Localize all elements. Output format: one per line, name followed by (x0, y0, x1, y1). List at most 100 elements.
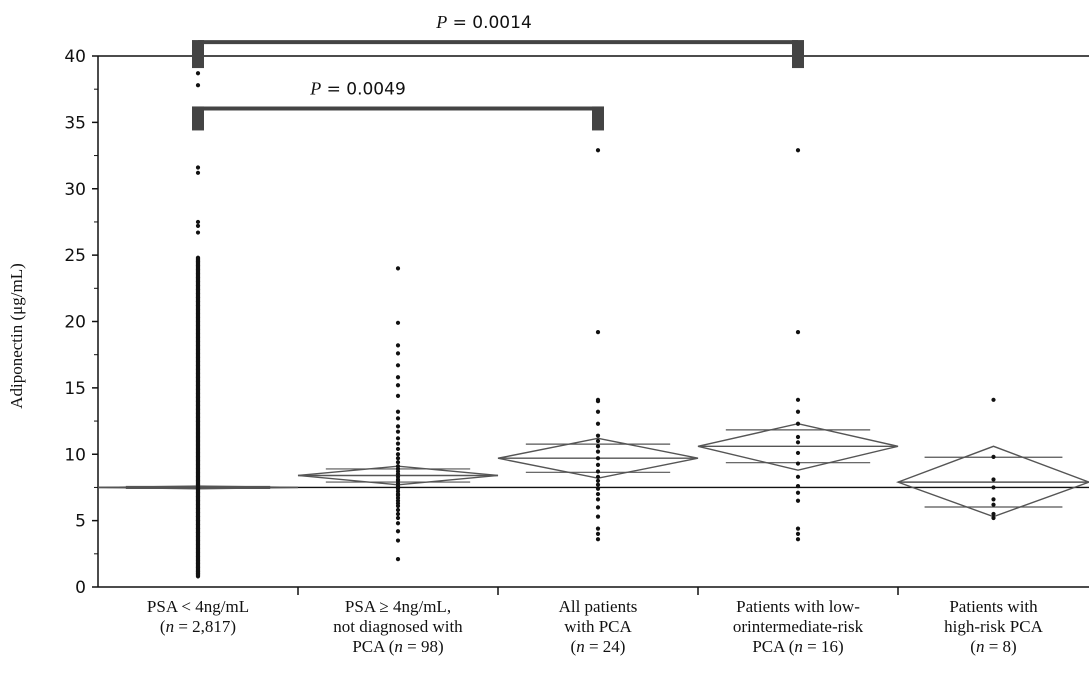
data-point (795, 450, 801, 456)
x-category-label-part: n (794, 637, 803, 656)
data-point (395, 375, 401, 380)
x-category-label-part: n (394, 637, 403, 656)
data-point (991, 511, 996, 517)
data-point (795, 490, 801, 495)
data-point (595, 444, 601, 449)
data-point (595, 514, 601, 519)
data-point (195, 71, 201, 76)
y-tick-label: 35 (64, 113, 86, 133)
data-point (795, 434, 801, 440)
data-point (395, 529, 401, 534)
x-category-label-part: PSA ≥ 4ng/mL, (345, 597, 451, 616)
x-category-label-part: n (166, 617, 175, 636)
data-point (595, 531, 601, 537)
x-category-label-part: not diagnosed with (333, 617, 463, 636)
data-point (595, 478, 601, 483)
x-category-label-part: ( (571, 637, 577, 656)
group-3 (497, 148, 699, 542)
bracket-right-leg (792, 40, 804, 69)
data-point (795, 498, 801, 503)
x-category-label: PSA ≥ 4ng/mL, not diagnosed with PCA (n = … (333, 597, 463, 656)
y-tick-label: 5 (75, 512, 86, 532)
x-category-label-part: = 2,817) (174, 617, 236, 636)
data-point (991, 485, 996, 490)
data-point (595, 497, 601, 502)
data-point (595, 397, 601, 402)
y-tick-label: 30 (64, 180, 86, 200)
data-point (395, 320, 401, 325)
y-tick-label: 0 (75, 578, 86, 598)
data-point (395, 409, 401, 414)
group-5 (895, 397, 1089, 521)
group-4 (697, 148, 899, 542)
data-point (991, 497, 996, 502)
x-category-label-part: PSA < 4ng/mL (147, 597, 249, 616)
data-point (395, 515, 401, 521)
y-tick-label: 10 (64, 445, 86, 465)
data-point (395, 429, 401, 434)
bracket-left-leg (192, 106, 204, 131)
data-point (595, 474, 601, 479)
p-value-label: P = 0.0014 (435, 12, 532, 33)
data-point (395, 507, 401, 513)
data-point (395, 393, 401, 398)
data-point (795, 397, 801, 402)
data-point (195, 170, 201, 175)
data-point (195, 219, 201, 225)
data-point (395, 538, 401, 543)
x-category-label-part: = 24) (585, 637, 626, 656)
data-point (395, 460, 401, 465)
data-point (395, 266, 401, 271)
data-point (395, 464, 401, 469)
group-2 (297, 266, 499, 562)
x-category-label-part: PCA ( (352, 637, 394, 656)
data-point (395, 416, 401, 421)
data-point (595, 537, 601, 542)
data-point (395, 452, 401, 457)
data-point (795, 330, 801, 335)
y-axis: 0 5 10 15 20 25 30 35 40 (64, 47, 98, 598)
x-category-label-part: n (576, 637, 585, 656)
data-point (595, 505, 601, 510)
y-tick-label: 15 (64, 379, 86, 399)
data-point (991, 502, 996, 507)
data-point (395, 557, 401, 562)
data-point (195, 223, 201, 229)
x-category-label-part: = 98) (403, 637, 444, 656)
data-point (991, 454, 996, 460)
x-category-label-part: high-risk PCA (944, 617, 1043, 636)
x-category-label-part: ( (970, 637, 976, 656)
x-axis: PSA < 4ng/mL (n = 2,817)PSA ≥ 4ng/mL, not … (147, 587, 1044, 656)
data-point (395, 446, 401, 452)
data-point (395, 436, 401, 441)
data-point (595, 486, 601, 491)
data-point (595, 409, 601, 414)
data-point (595, 482, 601, 487)
y-tick-label: 40 (64, 47, 86, 67)
x-category-label: All patients with PCA (n = 24) (559, 597, 638, 656)
p-value-number: = 0.0049 (321, 79, 406, 99)
x-category-label-part: Patients with low- (736, 597, 860, 616)
data-point (395, 351, 401, 356)
data-point (595, 421, 601, 426)
data-point (595, 456, 601, 461)
data-point (595, 148, 601, 153)
data-point (595, 433, 601, 438)
data-point (395, 511, 401, 517)
data-point (595, 438, 601, 444)
data-point (795, 461, 801, 466)
p-value-label: P = 0.0049 (309, 78, 406, 99)
p-value-symbol: P (435, 12, 447, 32)
data-point (195, 230, 201, 235)
mean-diamond (895, 445, 1089, 518)
x-category-label-part: = 8) (984, 637, 1016, 656)
x-category-label-part: n (976, 637, 985, 656)
data-point (395, 424, 401, 429)
x-category-label-part: Patients with (949, 597, 1038, 616)
data-point (795, 440, 801, 445)
x-category-label: Patients with high-risk PCA (n = 8) (944, 597, 1043, 656)
data-point (795, 409, 801, 414)
x-category-label: PSA < 4ng/mL (n = 2,817) (147, 597, 249, 636)
p-value-number: = 0.0014 (447, 13, 532, 33)
